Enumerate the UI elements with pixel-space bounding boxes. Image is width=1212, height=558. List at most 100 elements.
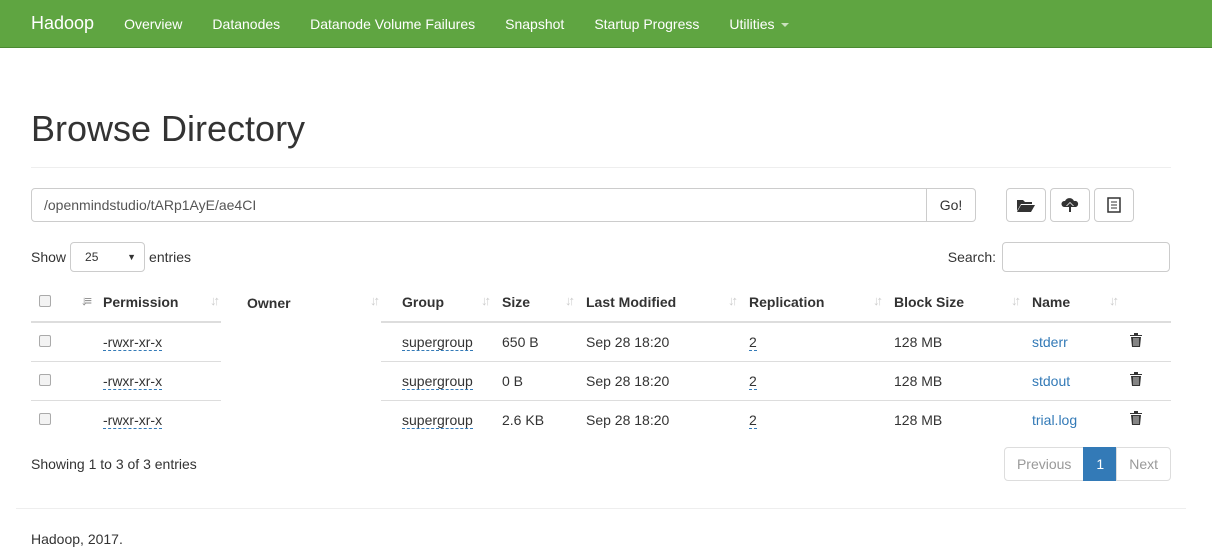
col-label: Last Modified [586, 294, 677, 310]
select-all-checkbox[interactable] [39, 295, 51, 307]
replication-link[interactable]: 2 [749, 411, 757, 429]
modified-cell: Sep 28 18:20 [576, 399, 739, 439]
footer: Hadoop, 2017. [31, 531, 123, 547]
group-link[interactable]: supergroup [402, 411, 473, 429]
pagination: Previous 1 Next [1003, 447, 1171, 481]
trash-icon[interactable] [1130, 411, 1142, 426]
sort-icon: ↓↑ [873, 293, 883, 308]
file-name-link[interactable]: stdout [1032, 372, 1071, 389]
page-length-select[interactable]: 25 ▼ [70, 242, 146, 272]
replication-cell: 2 [739, 399, 884, 439]
entries-label: entries [149, 249, 192, 265]
go-button[interactable]: Go! [927, 188, 976, 222]
search-input[interactable] [1002, 242, 1170, 272]
col-label: Owner [247, 294, 291, 311]
row-select [31, 360, 93, 400]
navbar: Hadoop Overview Datanodes Datanode Volum… [0, 0, 1212, 48]
owner-cell [221, 400, 381, 439]
col-actions [1120, 283, 1171, 323]
next-button[interactable]: Next [1116, 447, 1171, 481]
col-last-modified[interactable]: Last Modified ↓↑ [576, 283, 739, 323]
name-cell: stdout [1022, 360, 1120, 400]
page-title: Browse Directory [31, 108, 306, 149]
permission-link[interactable]: -rwxr-xr-x [103, 411, 163, 429]
sort-icon: ↓↑ [210, 293, 220, 308]
nav-utilities-label: Utilities [729, 15, 775, 32]
col-label: Size [502, 294, 531, 310]
search-label: Search: [947, 249, 996, 265]
path-input[interactable] [31, 188, 927, 222]
select-all-header: ↓≡ [31, 283, 93, 323]
row-select [31, 321, 93, 361]
trash-icon[interactable] [1130, 372, 1142, 386]
owner-cell [221, 361, 381, 400]
modified-cell: Sep 28 18:20 [576, 360, 739, 400]
nav-utilities[interactable]: Utilities [729, 15, 789, 32]
col-block-size[interactable]: Block Size ↓↑ [884, 283, 1022, 323]
nav-datanodes[interactable]: Datanodes [212, 15, 281, 32]
table-row: -rwxr-xr-x supergroup 2.6 KB Sep 28 18:2… [31, 399, 1171, 439]
nav-startup-progress[interactable]: Startup Progress [594, 15, 700, 32]
block-size-cell: 128 MB [884, 321, 1022, 361]
nav-volume-failures[interactable]: Datanode Volume Failures [310, 15, 476, 32]
col-permission[interactable]: Permission ↓↑ [93, 283, 221, 323]
previous-button[interactable]: Previous [1003, 447, 1085, 481]
divider [31, 167, 1171, 168]
sort-icon: ↓↑ [565, 293, 575, 308]
permission-cell: -rwxr-xr-x [93, 321, 221, 361]
col-name[interactable]: Name ↓↑ [1022, 283, 1120, 323]
cut-paste-button[interactable] [1094, 188, 1134, 222]
sort-icon: ↓↑ [1011, 293, 1021, 308]
group-cell: supergroup [381, 399, 492, 439]
replication-cell: 2 [739, 321, 884, 361]
page-1-button[interactable]: 1 [1083, 447, 1118, 481]
actions-cell [1120, 321, 1171, 361]
caret-down-icon [780, 22, 789, 27]
col-label: Group [402, 294, 444, 310]
replication-cell: 2 [739, 360, 884, 400]
table-row: -rwxr-xr-x supergroup 650 B Sep 28 18:20… [31, 321, 1171, 361]
sort-icon: ↓↑ [1109, 293, 1119, 308]
size-cell: 650 B [492, 321, 576, 361]
col-replication[interactable]: Replication ↓↑ [739, 283, 884, 323]
col-owner[interactable]: Owner ↓↑ [221, 283, 381, 322]
col-size[interactable]: Size ↓↑ [492, 283, 576, 323]
sort-icon: ↓↑ [481, 293, 491, 308]
permission-link[interactable]: -rwxr-xr-x [103, 333, 163, 351]
path-form: Go! [31, 188, 976, 222]
file-table: ↓≡ Permission ↓↑ Owner ↓↑ Group ↓↑ Size ↓↑ L… [31, 283, 1171, 439]
group-link[interactable]: supergroup [402, 333, 473, 351]
trash-icon[interactable] [1130, 333, 1142, 348]
permission-link[interactable]: -rwxr-xr-x [103, 372, 163, 390]
size-cell: 2.6 KB [492, 399, 576, 439]
table-info: Showing 1 to 3 of 3 entries [31, 456, 197, 472]
row-checkbox[interactable] [39, 373, 51, 386]
row-checkbox[interactable] [39, 412, 51, 425]
brand[interactable]: Hadoop [31, 13, 95, 33]
actions-cell [1120, 399, 1171, 439]
dropdown-arrow-icon: ▼ [127, 252, 137, 262]
table-row: -rwxr-xr-x supergroup 0 B Sep 28 18:20 2… [31, 360, 1171, 400]
upload-button[interactable] [1050, 188, 1090, 222]
file-name-link[interactable]: trial.log [1032, 411, 1078, 428]
col-label: Replication [749, 294, 825, 310]
block-size-cell: 128 MB [884, 360, 1022, 400]
col-group[interactable]: Group ↓↑ [381, 283, 492, 323]
group-link[interactable]: supergroup [402, 372, 473, 390]
page-length-value: 25 [85, 250, 99, 264]
sort-asc-icon[interactable]: ↓≡ [80, 293, 92, 308]
row-checkbox[interactable] [39, 334, 51, 347]
nav-overview[interactable]: Overview [124, 15, 183, 32]
replication-link[interactable]: 2 [749, 372, 757, 390]
modified-cell: Sep 28 18:20 [576, 321, 739, 361]
page-length: Show 25 ▼ entries [31, 242, 191, 272]
show-label: Show [31, 249, 67, 265]
nav-snapshot[interactable]: Snapshot [505, 15, 565, 32]
col-label: Permission [103, 294, 179, 310]
replication-link[interactable]: 2 [749, 333, 757, 351]
create-directory-button[interactable] [1006, 188, 1046, 222]
file-name-link[interactable]: stderr [1032, 333, 1068, 350]
cloud-upload-icon [1061, 198, 1079, 212]
col-label: Name [1032, 294, 1071, 310]
block-size-cell: 128 MB [884, 399, 1022, 439]
